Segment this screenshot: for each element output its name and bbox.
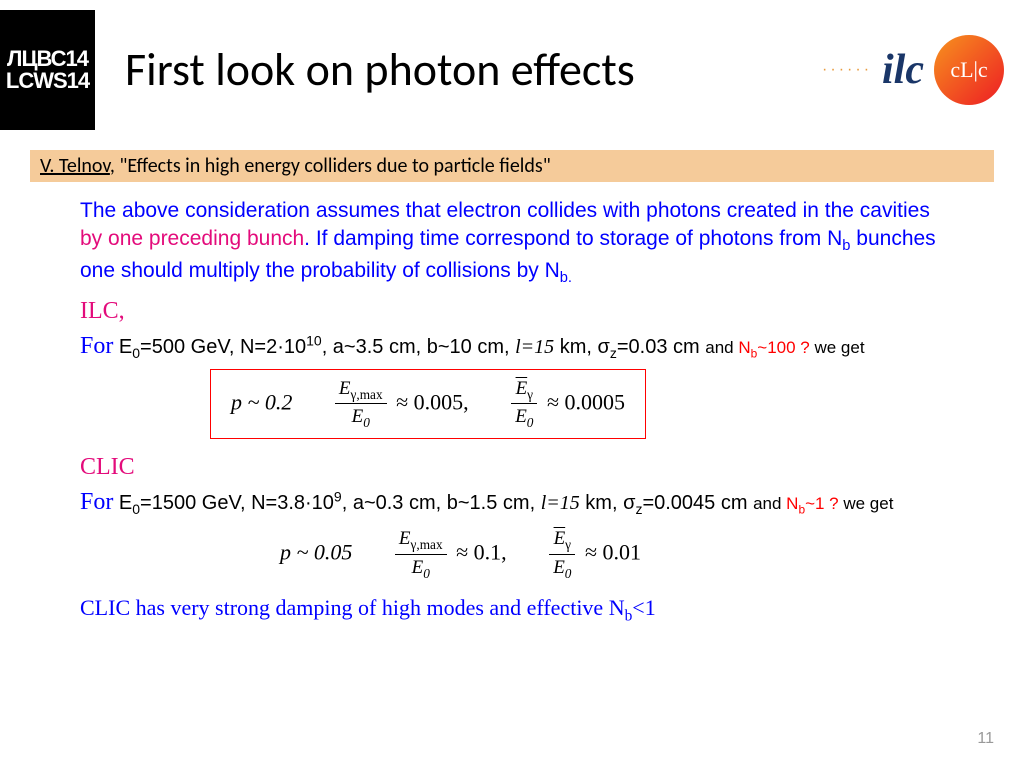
footer-note: CLIC has very strong damping of high mod…: [80, 593, 944, 627]
slide-title: First look on photon effects: [95, 42, 822, 98]
page-number: 11: [977, 730, 994, 748]
conference-logo: ЛЦВС14 LCWS14: [0, 10, 95, 130]
ilc-p2: =500 GeV, N=2·10: [140, 336, 306, 358]
clic-l: l=15: [541, 492, 580, 514]
clic-label: CLIC: [80, 451, 944, 483]
footer-t2: <1: [632, 595, 655, 620]
ilc-l: l=15: [515, 336, 554, 358]
logo-line1: ЛЦВС14: [7, 48, 88, 70]
intro-sub-b2: b.: [560, 271, 572, 287]
clic-formula-mid: ≈ 0.1,: [456, 540, 507, 565]
dots-decoration: ······: [822, 61, 872, 79]
ilc-p3: , a~3.5 cm, b~10 cm,: [322, 336, 515, 358]
clic-p1: E: [113, 492, 132, 514]
intro-part1: The above consideration assumes that ele…: [80, 199, 930, 222]
right-logos: ······ ilc cL|c: [822, 35, 1004, 105]
ilc-and: and: [705, 338, 738, 357]
citation-rest: , "Effects in high energy colliders due …: [110, 154, 551, 178]
clic-p5: =0.0045 cm: [642, 492, 753, 514]
clic-frac1: Eγ,max E0: [395, 526, 447, 582]
clic-frac2: Eγ E0: [549, 526, 575, 582]
clic-for-word: For: [80, 489, 113, 515]
ilc-weget: we get: [810, 338, 865, 357]
slide-content: The above consideration assumes that ele…: [0, 197, 1024, 627]
ilc-label: ILC,: [80, 295, 944, 327]
citation-author: V. Telnov: [40, 154, 110, 178]
ilc-p5: =0.03 cm: [617, 336, 705, 358]
clic-p4: km, σ: [580, 492, 636, 514]
clic-p2: =1500 GeV, N=3.8·10: [140, 492, 334, 514]
ilc-logo: ilc: [882, 46, 924, 94]
ilc-formula-mid: ≈ 0.005,: [396, 389, 469, 414]
logo-line2: LCWS14: [6, 70, 89, 92]
slide-header: ЛЦВС14 LCWS14 First look on photon effec…: [0, 0, 1024, 130]
ilc-params: For E0=500 GeV, N=2·1010, a~3.5 cm, b~10…: [80, 330, 944, 363]
ilc-formula-p: p ~ 0.2: [231, 389, 292, 414]
clic-and: and: [753, 494, 786, 513]
ilc-formula-end: ≈ 0.0005: [547, 389, 625, 414]
intro-paragraph: The above consideration assumes that ele…: [80, 197, 944, 289]
citation-box: V. Telnov, "Effects in high energy colli…: [30, 150, 994, 182]
ilc-frac2: Eγ E0: [511, 376, 537, 432]
clic-logo: cL|c: [934, 35, 1004, 105]
ilc-p1: E: [113, 336, 132, 358]
footer-t1: CLIC has very strong damping of high mod…: [80, 595, 625, 620]
ilc-frac1: Eγ,max E0: [335, 376, 387, 432]
ilc-formula-box: p ~ 0.2 Eγ,max E0 ≈ 0.005, Eγ E0 ≈ 0.000…: [210, 369, 646, 439]
clic-formula-end: ≈ 0.01: [585, 540, 641, 565]
ilc-p4: km, σ: [554, 336, 610, 358]
clic-p3: , a~0.3 cm, b~1.5 cm,: [342, 492, 541, 514]
clic-formula: p ~ 0.05 Eγ,max E0 ≈ 0.1, Eγ E0 ≈ 0.01: [260, 522, 661, 586]
clic-weget: we get: [839, 494, 894, 513]
clic-params: For E0=1500 GeV, N=3.8·109, a~0.3 cm, b~…: [80, 486, 944, 519]
ilc-for-word: For: [80, 333, 113, 359]
clic-nb: Nb~1 ?: [786, 494, 838, 513]
intro-highlight: by one preceding bunch: [80, 227, 304, 250]
ilc-nb: Nb~100 ?: [738, 338, 809, 357]
intro-part2: . If damping time correspond to storage …: [304, 227, 842, 250]
clic-formula-p: p ~ 0.05: [280, 540, 352, 565]
